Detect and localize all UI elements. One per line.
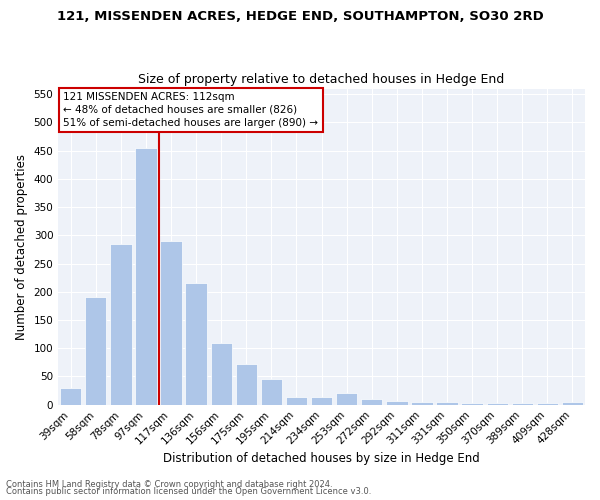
- Bar: [461, 403, 483, 404]
- Bar: [361, 399, 382, 404]
- X-axis label: Distribution of detached houses by size in Hedge End: Distribution of detached houses by size …: [163, 452, 480, 465]
- Bar: [487, 403, 508, 404]
- Bar: [185, 284, 207, 405]
- Y-axis label: Number of detached properties: Number of detached properties: [15, 154, 28, 340]
- Bar: [386, 401, 407, 404]
- Text: 121 MISSENDEN ACRES: 112sqm
← 48% of detached houses are smaller (826)
51% of se: 121 MISSENDEN ACRES: 112sqm ← 48% of det…: [64, 92, 319, 128]
- Bar: [261, 379, 282, 404]
- Bar: [336, 394, 358, 404]
- Bar: [236, 364, 257, 405]
- Bar: [411, 402, 433, 404]
- Bar: [537, 403, 558, 404]
- Bar: [85, 298, 106, 405]
- Bar: [60, 388, 82, 404]
- Text: Contains public sector information licensed under the Open Government Licence v3: Contains public sector information licen…: [6, 487, 371, 496]
- Bar: [211, 342, 232, 404]
- Bar: [160, 241, 182, 404]
- Bar: [110, 244, 131, 404]
- Bar: [286, 397, 307, 404]
- Bar: [136, 148, 157, 405]
- Bar: [436, 402, 458, 404]
- Text: Contains HM Land Registry data © Crown copyright and database right 2024.: Contains HM Land Registry data © Crown c…: [6, 480, 332, 489]
- Title: Size of property relative to detached houses in Hedge End: Size of property relative to detached ho…: [139, 73, 505, 86]
- Bar: [512, 403, 533, 404]
- Bar: [562, 402, 583, 404]
- Bar: [311, 398, 332, 404]
- Text: 121, MISSENDEN ACRES, HEDGE END, SOUTHAMPTON, SO30 2RD: 121, MISSENDEN ACRES, HEDGE END, SOUTHAM…: [56, 10, 544, 23]
